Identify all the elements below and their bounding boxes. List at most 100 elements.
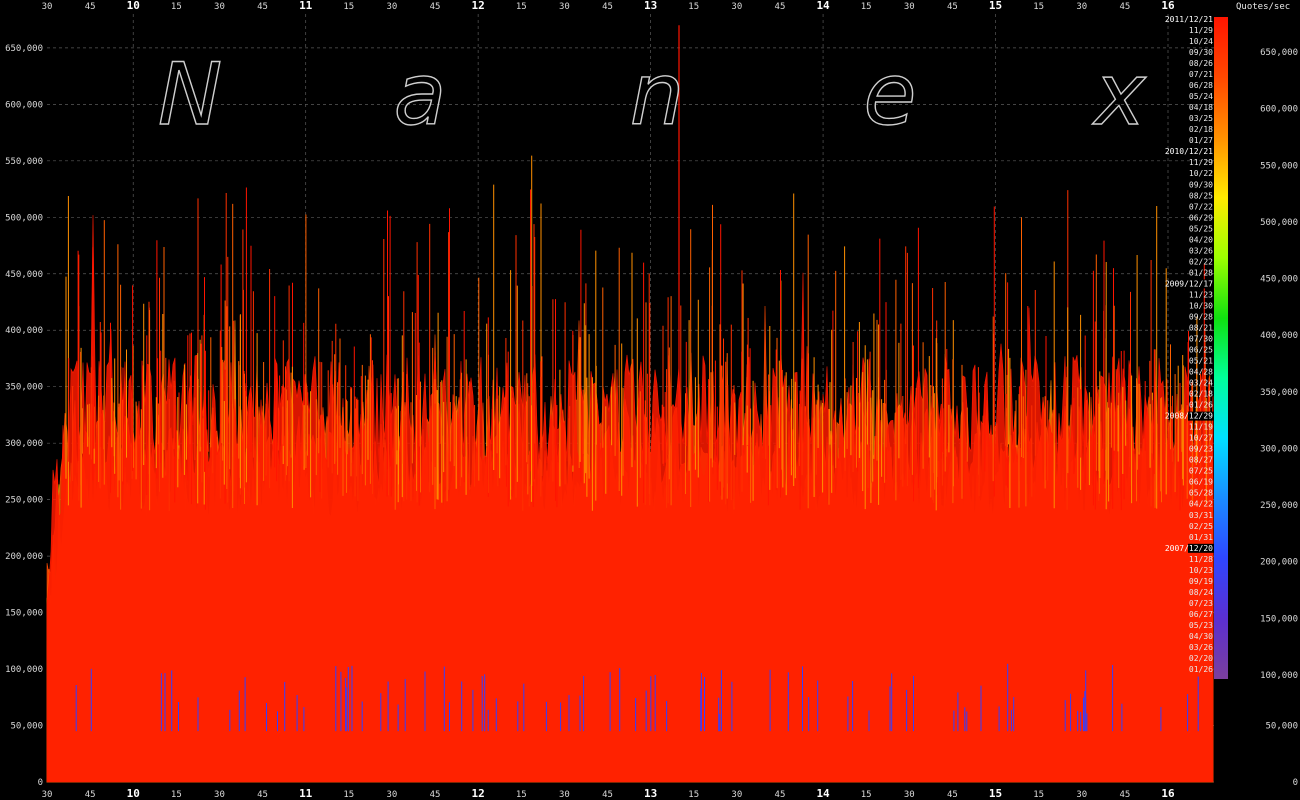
series-lines bbox=[46, 25, 1214, 783]
legend-date-label: 04/22 bbox=[1189, 500, 1213, 509]
x-axis-bottom: 30 45 10 15 30 45 11 15 30 45 12 15 30 45 13 15 30 45 14 15… bbox=[42, 787, 1175, 800]
legend-date-label: 06/25 bbox=[1189, 346, 1213, 355]
legend-date-label: 10/30 bbox=[1189, 301, 1213, 310]
legend-date-label: 2008/12/29 bbox=[1165, 412, 1213, 421]
y-tick-label: 0 bbox=[38, 778, 43, 788]
legend-date-label: 2007/12/20 bbox=[1165, 544, 1213, 553]
y-tick-label: 550,000 bbox=[5, 157, 43, 167]
legend-date-label: 11/23 bbox=[1189, 290, 1213, 299]
y-axis-right: 0 50,000 bbox=[1265, 722, 1298, 788]
colorbar-tick-label: 650,000 bbox=[1260, 48, 1298, 58]
legend-date-label: 06/28 bbox=[1189, 81, 1213, 90]
colorbar-tick-label: 150,000 bbox=[1260, 614, 1298, 624]
x-tick-label-top: 45 bbox=[947, 2, 958, 12]
y-tick-label: 100,000 bbox=[5, 665, 43, 675]
legend-date-label: 06/29 bbox=[1189, 213, 1213, 222]
legend-date-label: 08/21 bbox=[1189, 323, 1213, 332]
legend-date-label: 05/21 bbox=[1189, 357, 1213, 366]
legend-date-label: 03/26 bbox=[1189, 643, 1213, 652]
y-tick-label: 150,000 bbox=[5, 609, 43, 619]
watermark-letter: x bbox=[1092, 45, 1147, 145]
x-tick-label-bottom: 15 bbox=[516, 790, 527, 800]
watermark-letter: n bbox=[630, 45, 685, 145]
legend-year-bg bbox=[1188, 147, 1214, 157]
legend-date-label: 2011/12/21 bbox=[1165, 15, 1213, 24]
unit-label: Quotes/sec bbox=[1236, 2, 1290, 12]
x-tick-label-bottom: 30 bbox=[559, 790, 570, 800]
x-tick-label-bottom: 15 bbox=[1033, 790, 1044, 800]
legend-date-label: 06/19 bbox=[1189, 478, 1213, 487]
x-tick-label-bottom: 15 bbox=[688, 790, 699, 800]
legend-year-bg bbox=[1188, 543, 1214, 553]
x-tick-label-top: 45 bbox=[775, 2, 786, 12]
legend-date-label: 09/28 bbox=[1189, 312, 1213, 321]
legend-date-label: 10/24 bbox=[1189, 37, 1213, 46]
x-tick-label-top: 15 bbox=[516, 2, 527, 12]
legend-date-label: 2009/12/17 bbox=[1165, 279, 1213, 288]
x-tick-label-top: 10 bbox=[127, 0, 140, 12]
legend-date-label: 09/30 bbox=[1189, 180, 1213, 189]
y-tick-label: 600,000 bbox=[5, 100, 43, 110]
x-tick-label-top: 45 bbox=[430, 2, 441, 12]
x-tick-label-bottom: 30 bbox=[1076, 790, 1087, 800]
legend-date-label: 01/26 bbox=[1189, 665, 1213, 674]
legend-date-label: 04/30 bbox=[1189, 632, 1213, 641]
x-tick-label-bottom: 30 bbox=[731, 790, 742, 800]
x-tick-label-top: 30 bbox=[214, 2, 225, 12]
y-tick-label: 500,000 bbox=[5, 213, 43, 223]
legend-date-label: 07/23 bbox=[1189, 599, 1213, 608]
x-tick-label-bottom: 45 bbox=[430, 790, 441, 800]
legend-date-label: 02/22 bbox=[1189, 257, 1213, 266]
x-tick-label-top: 30 bbox=[904, 2, 915, 12]
legend-date-label: 01/26 bbox=[1189, 401, 1213, 410]
legend-date-label: 07/25 bbox=[1189, 467, 1213, 476]
legend-date-label: 05/28 bbox=[1189, 489, 1213, 498]
legend-date-label: 02/20 bbox=[1189, 654, 1213, 663]
x-tick-label-bottom: 45 bbox=[602, 790, 613, 800]
colorbar-tick-label: 500,000 bbox=[1260, 218, 1298, 228]
x-tick-label-top: 15 bbox=[343, 2, 354, 12]
legend-date-label: 10/23 bbox=[1189, 566, 1213, 575]
y-tick-label: 300,000 bbox=[5, 439, 43, 449]
x-tick-label-bottom: 45 bbox=[85, 790, 96, 800]
watermark-letter: N bbox=[158, 45, 222, 145]
colorbar-tick-label: 350,000 bbox=[1260, 388, 1298, 398]
y-tick-label: 250,000 bbox=[5, 496, 43, 506]
date-legend: 2011/12/21 11/29 10/24 09/30 08/26 07/21 06/28… bbox=[1165, 15, 1214, 674]
legend-date-label: 03/31 bbox=[1189, 511, 1213, 520]
y-tick-label: 200,000 bbox=[5, 552, 43, 562]
legend-date-label: 08/25 bbox=[1189, 191, 1213, 200]
legend-date-label: 02/18 bbox=[1189, 390, 1213, 399]
legend-date-label: 01/28 bbox=[1189, 268, 1213, 277]
y-tick-label-right: 50,000 bbox=[1265, 722, 1298, 732]
colorbar-tick-label: 550,000 bbox=[1260, 161, 1298, 171]
legend-date-label: 04/18 bbox=[1189, 103, 1213, 112]
legend-date-label: 02/25 bbox=[1189, 522, 1213, 531]
x-tick-label-top: 45 bbox=[257, 2, 268, 12]
x-tick-label-top: 30 bbox=[387, 2, 398, 12]
x-tick-label-top: 13 bbox=[644, 0, 657, 12]
x-tick-label-top: 15 bbox=[989, 0, 1002, 12]
colorbar-tick-label: 100,000 bbox=[1260, 671, 1298, 681]
x-tick-label-bottom: 30 bbox=[904, 790, 915, 800]
x-tick-label-bottom: 30 bbox=[42, 790, 53, 800]
x-tick-label-bottom: 15 bbox=[171, 790, 182, 800]
legend-date-label: 11/29 bbox=[1189, 158, 1213, 167]
colorbar-tick-label: 450,000 bbox=[1260, 275, 1298, 285]
legend-date-label: 08/24 bbox=[1189, 588, 1213, 597]
x-tick-label-top: 15 bbox=[688, 2, 699, 12]
x-tick-label-top: 15 bbox=[1033, 2, 1044, 12]
colorbar-gradient bbox=[1214, 17, 1228, 679]
legend-year-bg bbox=[1188, 411, 1214, 421]
x-tick-label-top: 30 bbox=[42, 2, 53, 12]
x-tick-label-top: 12 bbox=[472, 0, 485, 12]
y-tick-label: 50,000 bbox=[10, 722, 43, 732]
legend-date-label: 10/22 bbox=[1189, 169, 1213, 178]
x-tick-label-bottom: 13 bbox=[644, 787, 657, 800]
series-band bbox=[46, 215, 1214, 783]
legend-date-label: 2010/12/21 bbox=[1165, 147, 1213, 156]
legend-date-label: 05/25 bbox=[1189, 224, 1213, 233]
x-tick-label-bottom: 10 bbox=[127, 787, 140, 800]
x-tick-label-top: 15 bbox=[171, 2, 182, 12]
x-tick-label-top: 30 bbox=[1076, 2, 1087, 12]
